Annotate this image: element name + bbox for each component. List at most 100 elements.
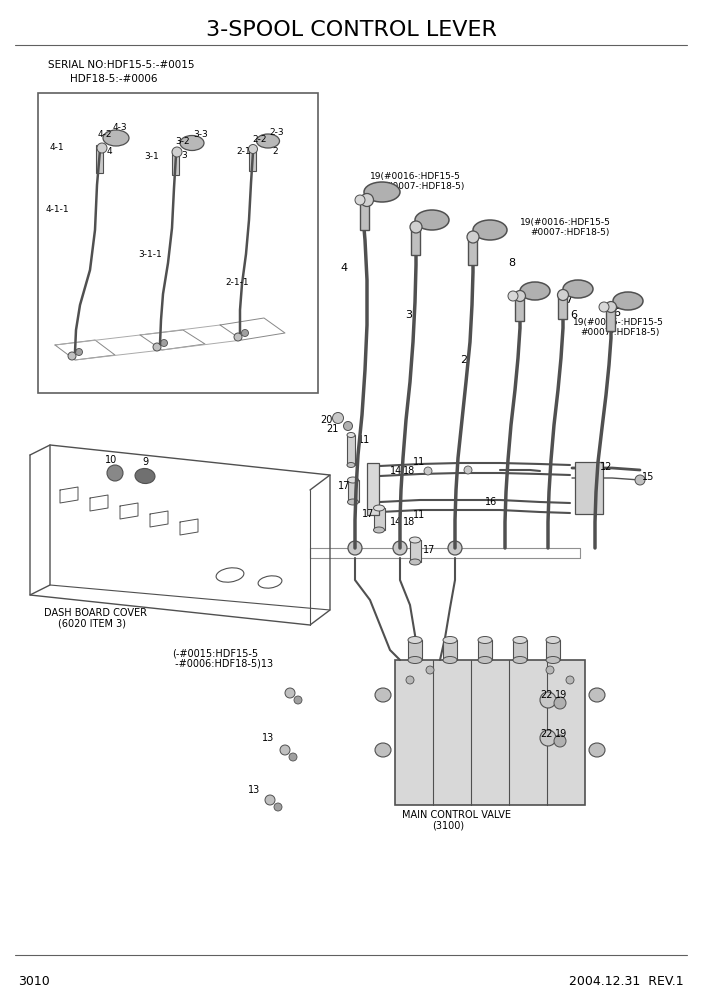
Bar bbox=[410, 540, 421, 562]
Bar bbox=[348, 480, 359, 502]
Ellipse shape bbox=[546, 657, 560, 664]
Text: 3-1-1: 3-1-1 bbox=[138, 250, 161, 259]
Circle shape bbox=[566, 676, 574, 684]
Circle shape bbox=[464, 466, 472, 474]
Text: 19(#0016-:HDF15-5: 19(#0016-:HDF15-5 bbox=[520, 218, 611, 227]
Circle shape bbox=[265, 795, 275, 805]
Text: 19(#0016-:HDF15-5: 19(#0016-:HDF15-5 bbox=[370, 172, 461, 181]
Text: 20: 20 bbox=[320, 415, 332, 425]
Text: -#0006:HDF18-5)13: -#0006:HDF18-5)13 bbox=[172, 659, 273, 669]
Circle shape bbox=[426, 666, 434, 674]
Circle shape bbox=[546, 666, 554, 674]
Ellipse shape bbox=[375, 743, 391, 757]
Bar bbox=[96, 145, 103, 173]
Circle shape bbox=[410, 221, 422, 233]
Text: 15: 15 bbox=[642, 472, 654, 482]
Bar bbox=[360, 198, 369, 230]
Circle shape bbox=[333, 413, 343, 424]
Text: 16: 16 bbox=[485, 497, 497, 507]
Text: (-#0015:HDF15-5: (-#0015:HDF15-5 bbox=[172, 648, 258, 658]
Ellipse shape bbox=[520, 282, 550, 300]
Text: DASH BOARD COVER: DASH BOARD COVER bbox=[44, 608, 147, 618]
Bar bbox=[249, 147, 256, 171]
Text: 9: 9 bbox=[142, 457, 148, 467]
Ellipse shape bbox=[373, 527, 385, 533]
Ellipse shape bbox=[347, 477, 359, 483]
Text: 13: 13 bbox=[262, 733, 274, 743]
Circle shape bbox=[274, 803, 282, 811]
Bar bbox=[38, 93, 318, 393]
Ellipse shape bbox=[613, 292, 643, 310]
Circle shape bbox=[285, 688, 295, 698]
Ellipse shape bbox=[103, 130, 129, 146]
Ellipse shape bbox=[375, 688, 391, 702]
Text: 3010: 3010 bbox=[18, 975, 50, 988]
Ellipse shape bbox=[373, 505, 385, 511]
Circle shape bbox=[97, 143, 107, 153]
Circle shape bbox=[343, 422, 352, 431]
Text: 11: 11 bbox=[358, 435, 370, 445]
Bar bbox=[575, 462, 603, 514]
Bar bbox=[443, 640, 457, 660]
Ellipse shape bbox=[135, 468, 155, 483]
Circle shape bbox=[161, 339, 168, 346]
Text: 18: 18 bbox=[403, 517, 416, 527]
Text: 18: 18 bbox=[403, 466, 416, 476]
Circle shape bbox=[355, 195, 365, 205]
Bar bbox=[374, 508, 385, 530]
Circle shape bbox=[289, 753, 297, 761]
Circle shape bbox=[508, 291, 518, 301]
Ellipse shape bbox=[347, 462, 355, 467]
Text: #0007-:HDF18-5): #0007-:HDF18-5) bbox=[385, 182, 465, 191]
Circle shape bbox=[540, 692, 556, 708]
Text: (6020 ITEM 3): (6020 ITEM 3) bbox=[58, 618, 126, 628]
Circle shape bbox=[107, 465, 123, 481]
Circle shape bbox=[635, 475, 645, 485]
Circle shape bbox=[241, 329, 249, 336]
Ellipse shape bbox=[409, 559, 420, 565]
Text: 3-1: 3-1 bbox=[144, 152, 159, 161]
Text: 4: 4 bbox=[107, 147, 112, 156]
Text: HDF18-5:-#0006: HDF18-5:-#0006 bbox=[70, 74, 157, 84]
Circle shape bbox=[172, 147, 182, 157]
Text: 4-2: 4-2 bbox=[98, 130, 112, 139]
Bar bbox=[172, 150, 179, 175]
Text: 2: 2 bbox=[460, 355, 467, 365]
Text: 3-3: 3-3 bbox=[193, 130, 208, 139]
Text: 22: 22 bbox=[540, 729, 552, 739]
Ellipse shape bbox=[408, 637, 422, 644]
Ellipse shape bbox=[589, 743, 605, 757]
Circle shape bbox=[361, 193, 373, 206]
Circle shape bbox=[599, 302, 609, 312]
Text: 14: 14 bbox=[390, 517, 402, 527]
Text: (3100): (3100) bbox=[432, 820, 464, 830]
Text: 4-1: 4-1 bbox=[50, 143, 65, 152]
Text: #0007-:HDF18-5): #0007-:HDF18-5) bbox=[580, 328, 659, 337]
Bar bbox=[408, 640, 422, 660]
Circle shape bbox=[606, 302, 616, 312]
Ellipse shape bbox=[478, 637, 492, 644]
Ellipse shape bbox=[513, 637, 527, 644]
Circle shape bbox=[348, 541, 362, 555]
Text: 19(#0016-:HDF15-5: 19(#0016-:HDF15-5 bbox=[573, 318, 664, 327]
Circle shape bbox=[448, 541, 462, 555]
Ellipse shape bbox=[478, 657, 492, 664]
Text: 11: 11 bbox=[413, 457, 425, 467]
Circle shape bbox=[68, 352, 76, 360]
Text: 3: 3 bbox=[405, 310, 412, 320]
Text: 6: 6 bbox=[613, 308, 620, 318]
Bar bbox=[546, 640, 560, 660]
Circle shape bbox=[554, 697, 566, 709]
Text: 12: 12 bbox=[600, 462, 612, 472]
Text: 7: 7 bbox=[565, 295, 572, 305]
Text: MAIN CONTROL VALVE: MAIN CONTROL VALVE bbox=[402, 810, 511, 820]
Ellipse shape bbox=[180, 136, 204, 151]
Bar bbox=[411, 225, 420, 255]
Text: 11: 11 bbox=[413, 510, 425, 520]
Ellipse shape bbox=[409, 537, 420, 543]
Text: SERIAL NO:HDF15-5:-#0015: SERIAL NO:HDF15-5:-#0015 bbox=[48, 60, 194, 70]
Ellipse shape bbox=[513, 657, 527, 664]
Text: 8: 8 bbox=[508, 258, 515, 268]
Text: 6: 6 bbox=[570, 310, 577, 320]
Text: 14: 14 bbox=[390, 466, 402, 476]
